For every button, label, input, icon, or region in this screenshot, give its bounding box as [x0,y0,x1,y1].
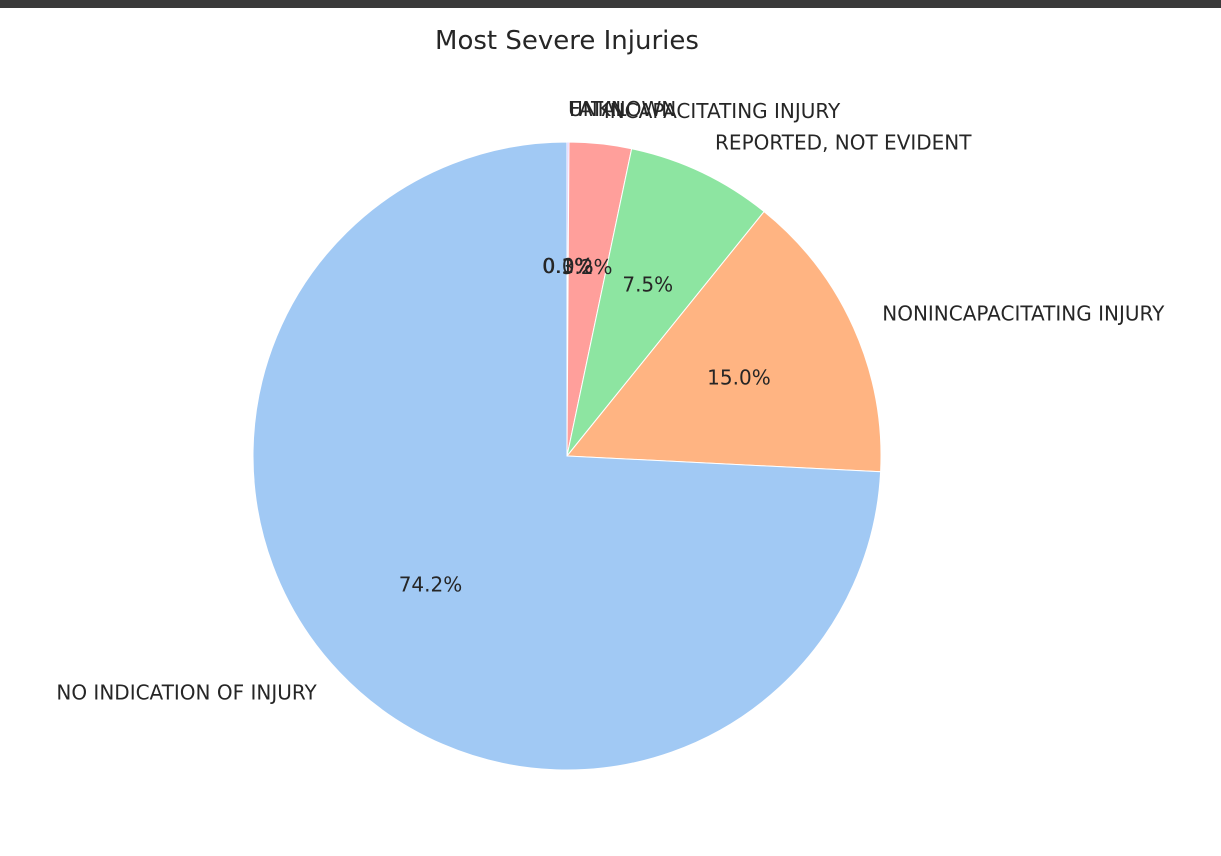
pct-label-unknown: 0.1% [542,254,593,278]
pie-slices [252,141,882,771]
slice-no-indication-of-injury [252,141,882,771]
pct-label-nonincapacitating-injury: 15.0% [707,366,771,390]
slice-label-unknown: UNKNOWN [568,97,676,121]
pct-label-incapacitating-injury: 3.2% [562,255,613,279]
slice-reported-not-evident [566,148,765,457]
pct-label-no-indication-of-injury: 74.2% [399,572,463,596]
top-bar [0,0,1221,8]
percent-labels: 0.1%0.0%3.2% 7.5% 15.0% 74.2% [399,254,771,596]
slice-label-no-indication-of-injury: NO INDICATION OF INJURY [56,681,317,705]
pct-label-fatal: 0.0% [543,254,594,278]
slice-label-fatal: FATAL [569,97,627,121]
chart-title: Most Severe Injuries [435,26,699,56]
slice-label-nonincapacitating-injury: NONINCAPACITATING INJURY [882,301,1165,325]
slice-nonincapacitating-injury [565,210,882,473]
slice-label-incapacitating-injury: INCAPACITATING INJURY [604,99,841,123]
pct-label-reported-not-evident: 7.5% [622,272,673,296]
slice-label-reported-not-evident: REPORTED, NOT EVIDENT [715,130,972,154]
